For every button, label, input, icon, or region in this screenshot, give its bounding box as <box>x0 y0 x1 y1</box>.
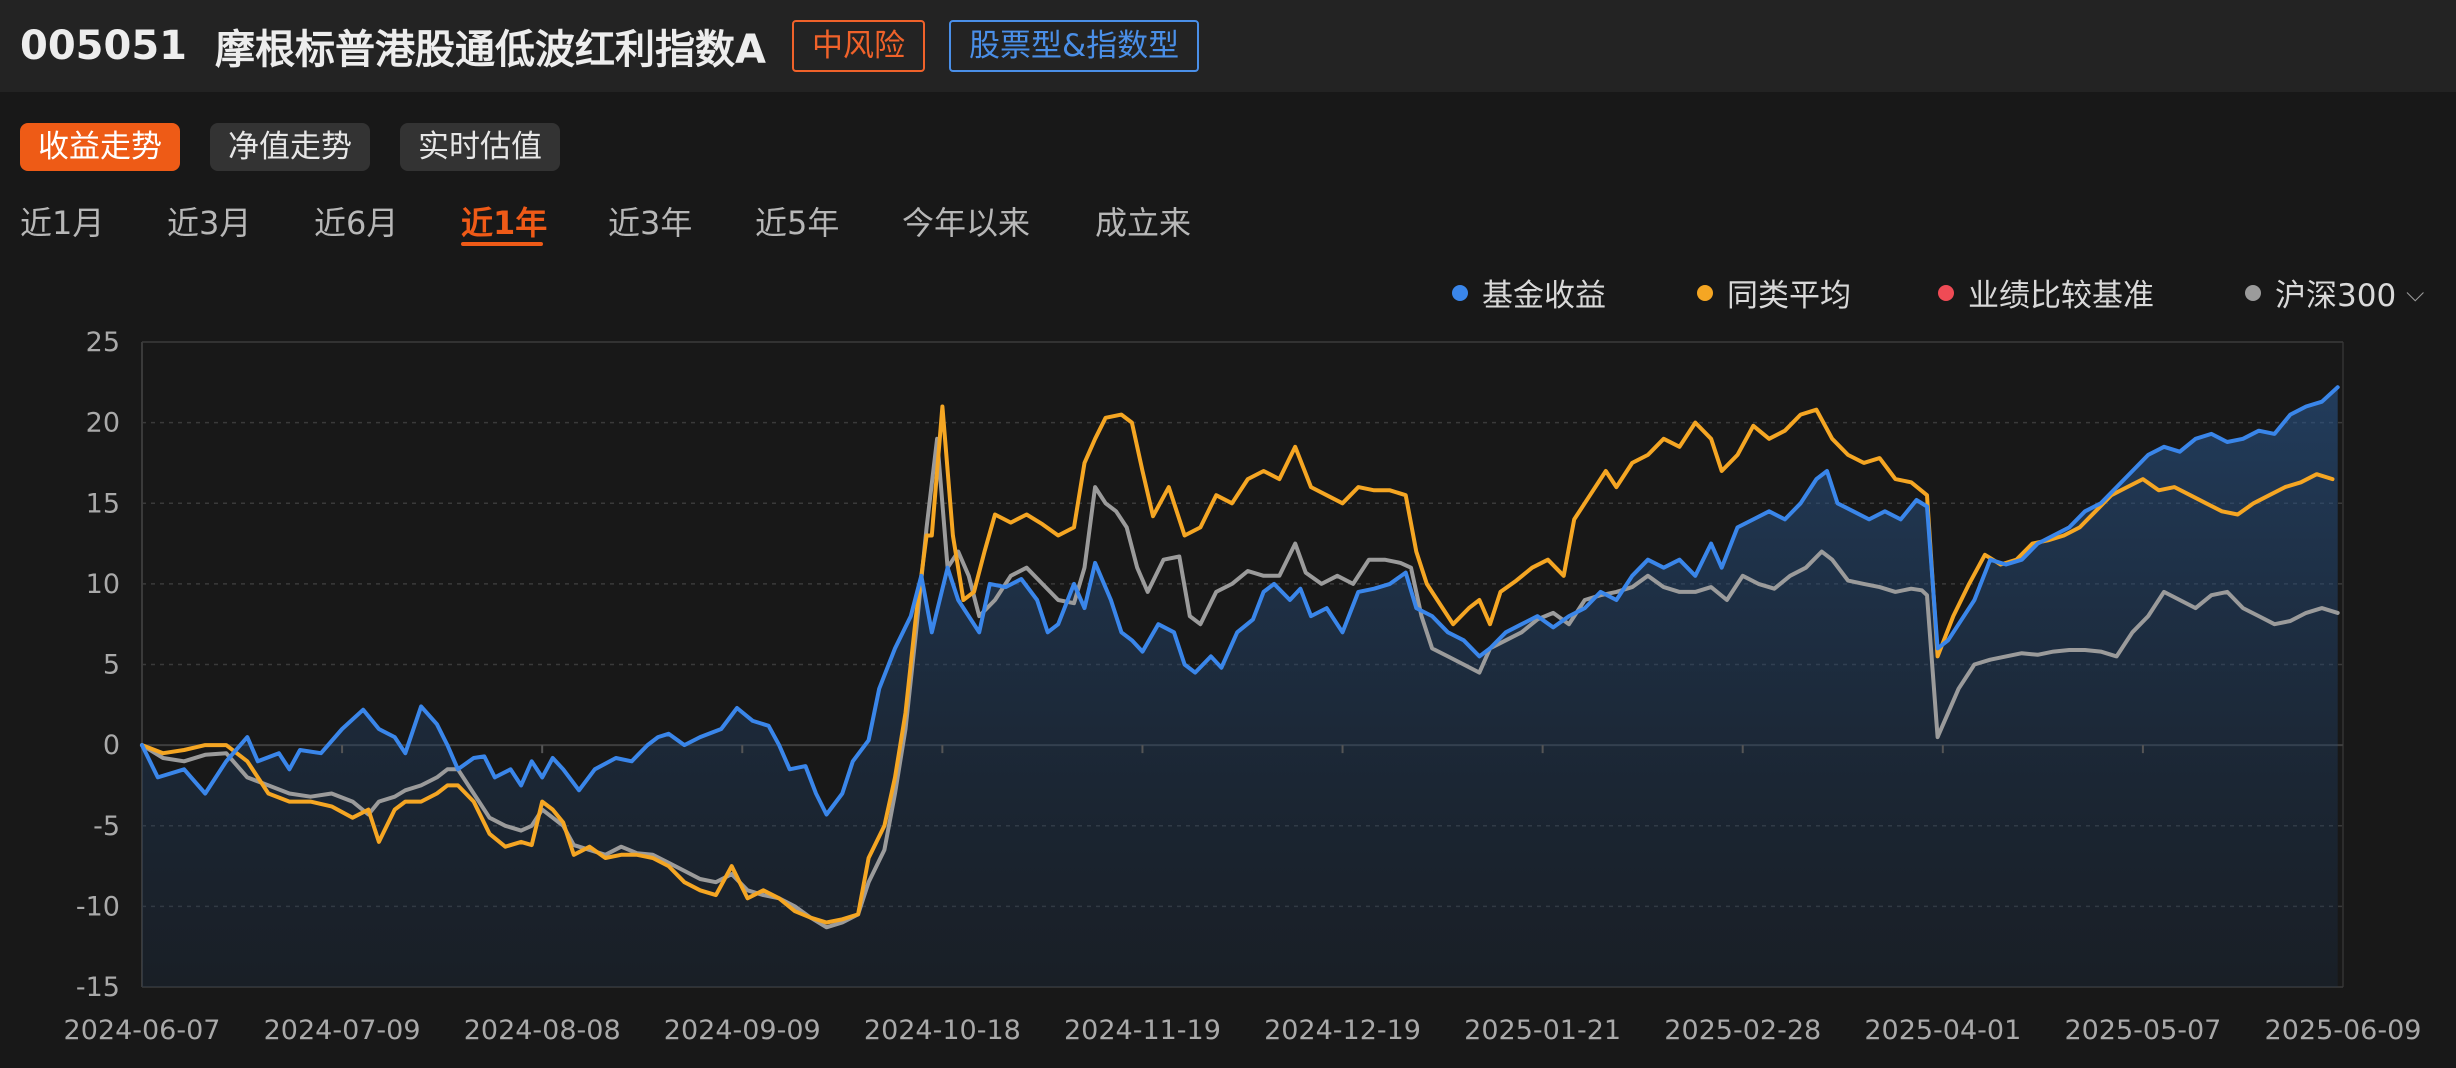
tab-return-trend[interactable]: 收益走势 <box>20 123 180 171</box>
x-tick-label: 2025-01-21 <box>1464 1015 1621 1046</box>
tab-period-3y[interactable]: 近3年 <box>608 204 693 242</box>
x-tick-label: 2025-06-09 <box>2265 1015 2422 1046</box>
legend-item-peer-average[interactable]: 同类平均 <box>1697 270 1851 315</box>
x-axis-ticks: 2024-06-07 2024-07-09 2024-08-08 2024-09-09… <box>64 745 2422 1046</box>
tab-period-since-inception[interactable]: 成立来 <box>1095 204 1192 242</box>
tab-period-6m[interactable]: 近6月 <box>314 204 399 242</box>
fund-return-area <box>142 387 2338 987</box>
fund-area-fill <box>142 387 2338 987</box>
x-tick-label: 2025-05-07 <box>2064 1015 2221 1046</box>
y-axis-ticks: 25 20 15 10 5 0 -5 -10 -15 <box>76 327 120 1003</box>
legend-dot-icon <box>1938 284 1954 301</box>
x-tick-label: 2024-07-09 <box>264 1015 421 1046</box>
tab-period-ytd[interactable]: 今年以来 <box>902 204 1031 242</box>
y-tick-label: 25 <box>86 327 120 358</box>
x-tick-label: 2024-11-19 <box>1064 1015 1221 1046</box>
x-tick-label: 2025-04-01 <box>1864 1015 2021 1046</box>
y-tick-label: 10 <box>86 569 120 600</box>
fund-type-tag: 股票型&指数型 <box>948 20 1200 72</box>
legend-dot-icon <box>1452 284 1468 301</box>
y-tick-label: 5 <box>103 650 120 681</box>
x-tick-label: 2024-12-19 <box>1264 1015 1421 1046</box>
x-tick-label: 2024-08-08 <box>464 1015 621 1046</box>
active-period-underline <box>461 242 543 246</box>
y-tick-label: 20 <box>86 408 120 439</box>
x-tick-label: 2024-06-07 <box>64 1015 221 1046</box>
fund-header: 005051 摩根标普港股通低波红利指数A 中风险 股票型&指数型 <box>0 0 2456 92</box>
y-tick-label: -5 <box>93 811 120 842</box>
legend-label: 沪深300 <box>2275 278 2397 314</box>
chart-mode-tabs: 收益走势 净值走势 实时估值 <box>20 123 560 171</box>
legend-dot-icon <box>1697 284 1713 301</box>
x-tick-label: 2024-09-09 <box>664 1015 821 1046</box>
risk-level-tag: 中风险 <box>791 20 925 72</box>
legend-item-benchmark[interactable]: 业绩比较基准 <box>1938 270 2154 315</box>
series-lines <box>140 385 2340 930</box>
chart-legend: 基金收益 同类平均 业绩比较基准 沪深300 ⌵ <box>0 270 2456 314</box>
x-tick-label: 2025-02-28 <box>1664 1015 1821 1046</box>
fund-code: 005051 <box>20 23 187 69</box>
legend-item-fund-return[interactable]: 基金收益 <box>1452 270 1606 315</box>
y-tick-label: -15 <box>76 972 120 1003</box>
tab-period-1m[interactable]: 近1月 <box>20 204 105 242</box>
tab-nav-trend[interactable]: 净值走势 <box>210 123 370 171</box>
tab-period-3m[interactable]: 近3月 <box>167 204 252 242</box>
legend-dot-icon <box>2245 284 2261 301</box>
y-tick-label: 0 <box>103 730 120 761</box>
tab-period-5y[interactable]: 近5年 <box>755 204 840 242</box>
legend-label: 同类平均 <box>1727 278 1851 314</box>
chevron-down-icon[interactable]: ⌵ <box>2406 278 2425 307</box>
legend-label: 业绩比较基准 <box>1968 278 2154 314</box>
legend-label: 基金收益 <box>1482 278 1606 314</box>
csi300-line <box>140 436 2340 930</box>
tab-period-1y[interactable]: 近1年 <box>461 204 548 242</box>
y-tick-label: -10 <box>76 891 120 922</box>
fund-return-line <box>140 385 2340 817</box>
x-tick-label: 2024-10-18 <box>864 1015 1021 1046</box>
tab-realtime-estimate[interactable]: 实时估值 <box>400 123 560 171</box>
y-tick-label: 15 <box>86 488 120 519</box>
fund-name: 摩根标普港股通低波红利指数A <box>215 27 766 73</box>
legend-item-csi300[interactable]: 沪深300 ⌵ <box>2245 270 2424 315</box>
